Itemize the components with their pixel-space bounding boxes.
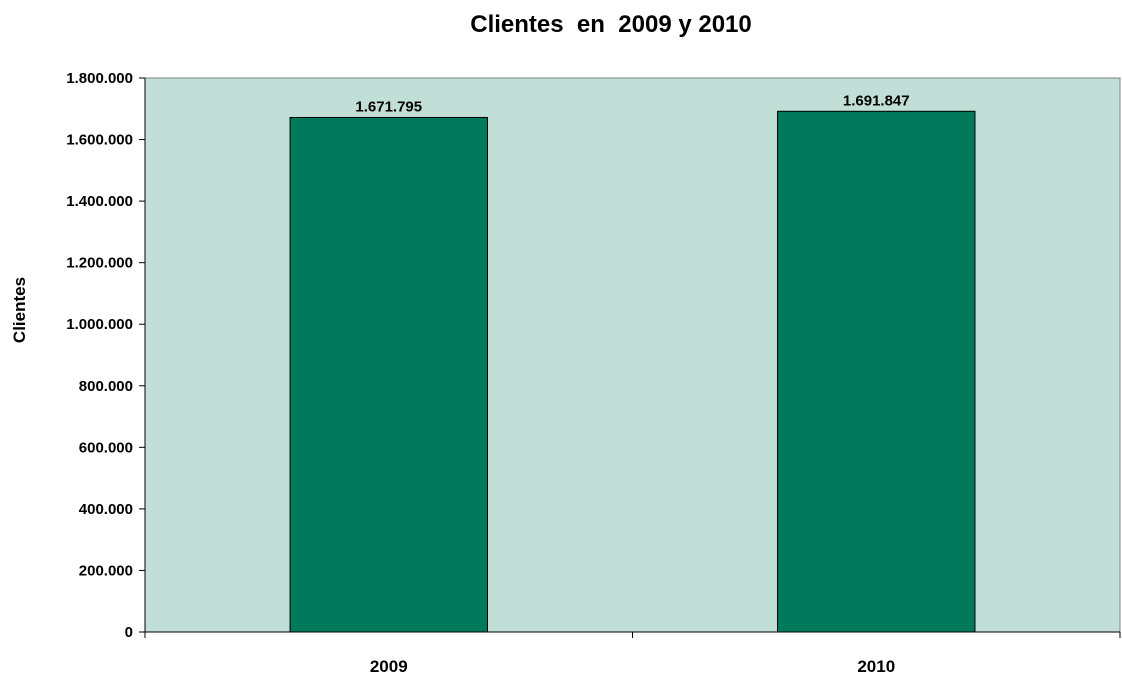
y-axis-label: Clientes (10, 277, 29, 343)
bars (289, 110, 976, 633)
y-axis: 0 200.000 400.000 600.000 800.000 1.000.000 1.… (66, 70, 146, 641)
y-tick-label: 0 (125, 624, 133, 641)
y-tick-label: 600.000 (79, 439, 133, 456)
x-category-label: 2009 (370, 657, 408, 676)
data-label-2010: 1.691.847 (843, 92, 910, 109)
bar-2010 (777, 110, 976, 633)
y-tick-label: 1.800.000 (66, 70, 133, 87)
bar-2009 (289, 116, 488, 633)
x-category-label: 2010 (857, 657, 895, 676)
data-labels: 1.671.795 1.691.847 (355, 92, 909, 115)
y-tick-label: 1.400.000 (66, 193, 133, 210)
y-tick-label: 400.000 (79, 501, 133, 518)
y-tick-label: 800.000 (79, 378, 133, 395)
y-tick-label: 200.000 (79, 562, 133, 579)
y-tick-label: 1.200.000 (66, 255, 133, 272)
y-tick-label: 1.000.000 (66, 316, 133, 333)
data-label-2009: 1.671.795 (355, 98, 422, 115)
y-tick-label: 1.600.000 (66, 132, 133, 149)
chart-title: Clientes en 2009 y 2010 (470, 11, 752, 38)
x-axis: 2009 2010 (144, 631, 1121, 676)
